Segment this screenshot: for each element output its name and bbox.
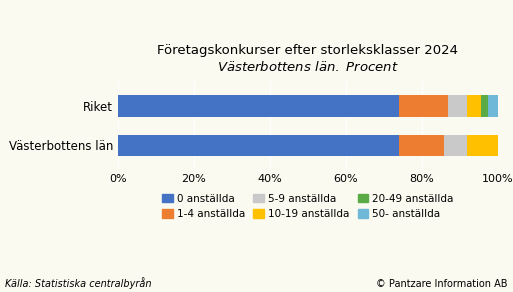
Bar (118, 95, 399, 117)
Bar (488, 95, 498, 117)
Bar (399, 135, 444, 157)
Bar (444, 135, 467, 157)
Bar (399, 95, 448, 117)
Title: Företagskonkurser efter storleksklasser 2024
$\it{Västerbottens\ län.\ Procent}$: Företagskonkurser efter storleksklasser … (157, 44, 458, 74)
Legend: 0 anställda, 1-4 anställda, 5-9 anställda, 10-19 anställda, 20-49 anställda, 50-: 0 anställda, 1-4 anställda, 5-9 anställd… (162, 194, 453, 219)
Bar (467, 135, 498, 157)
Bar (467, 95, 481, 117)
Text: Källa: Statistiska centralbyrån: Källa: Statistiska centralbyrån (5, 277, 152, 289)
Bar (481, 95, 488, 117)
Bar (448, 95, 467, 117)
Text: © Pantzare Information AB: © Pantzare Information AB (377, 279, 508, 289)
Bar (118, 135, 399, 157)
